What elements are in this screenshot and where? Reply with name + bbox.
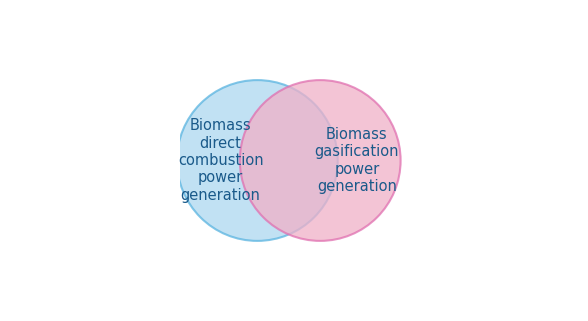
Text: Biomass
gasification
power
generation: Biomass gasification power generation [315, 127, 399, 194]
Text: Biomass
direct
combustion
power
generation: Biomass direct combustion power generati… [178, 118, 263, 203]
Circle shape [240, 80, 400, 241]
Circle shape [177, 80, 338, 241]
